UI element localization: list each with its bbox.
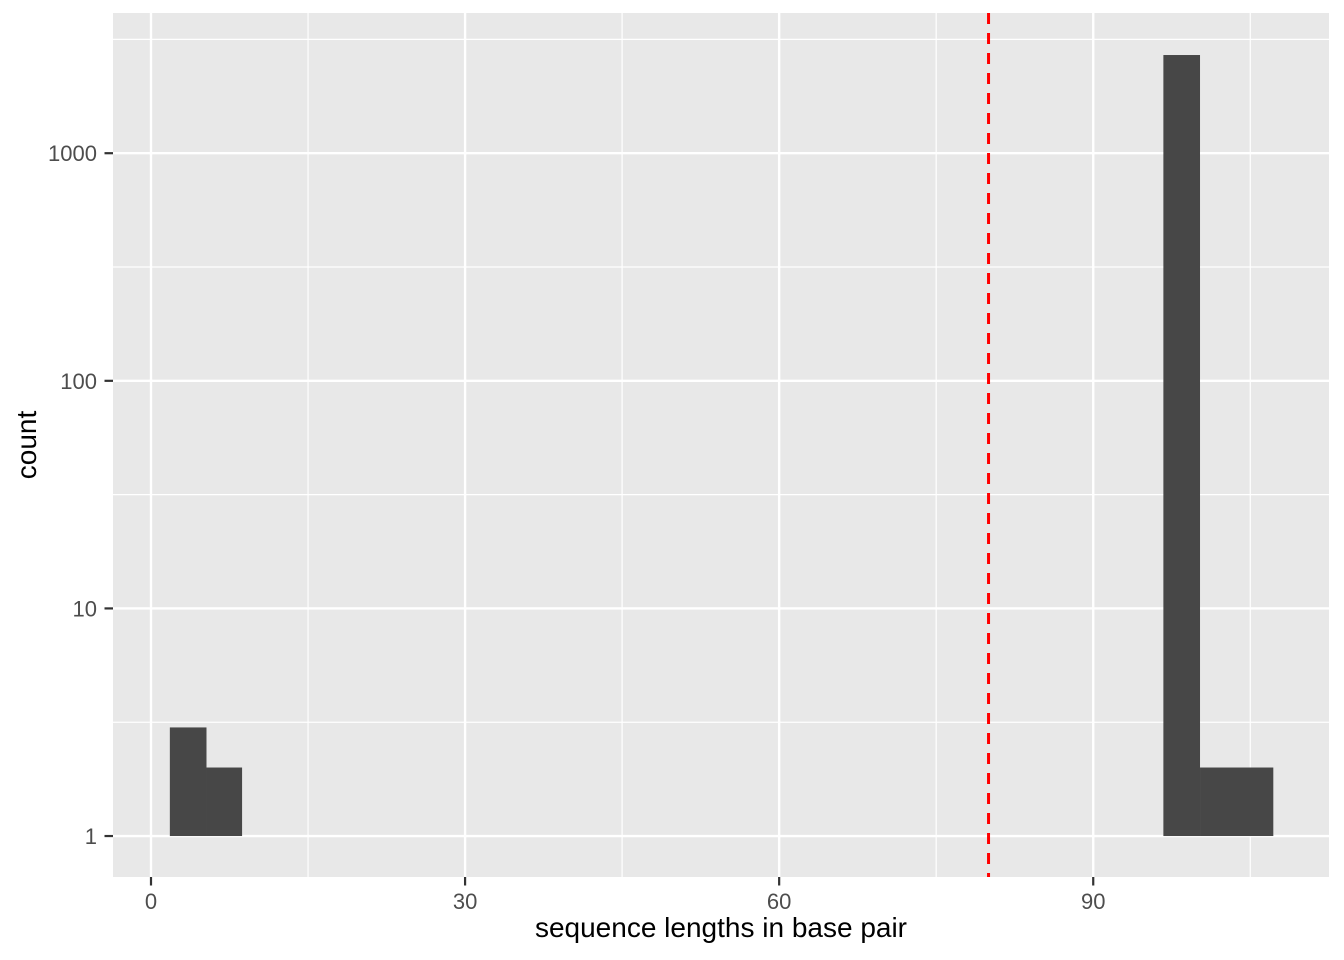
y-tick-label: 100 (60, 369, 97, 394)
histogram-bar (206, 767, 243, 837)
histogram-bar (1200, 767, 1274, 837)
y-tick-label: 1 (85, 824, 97, 849)
histogram-bar (169, 727, 207, 837)
y-axis-title: count (11, 410, 42, 480)
y-tick-label: 10 (73, 596, 97, 621)
x-tick-label: 90 (1081, 889, 1105, 914)
y-tick-label: 1000 (48, 141, 97, 166)
plot-panel (113, 13, 1329, 877)
x-tick-label: 30 (453, 889, 477, 914)
histogram-bar (1163, 55, 1201, 837)
x-tick-label: 60 (767, 889, 791, 914)
x-tick-label: 0 (145, 889, 157, 914)
x-axis-title: sequence lengths in base pair (534, 912, 908, 943)
